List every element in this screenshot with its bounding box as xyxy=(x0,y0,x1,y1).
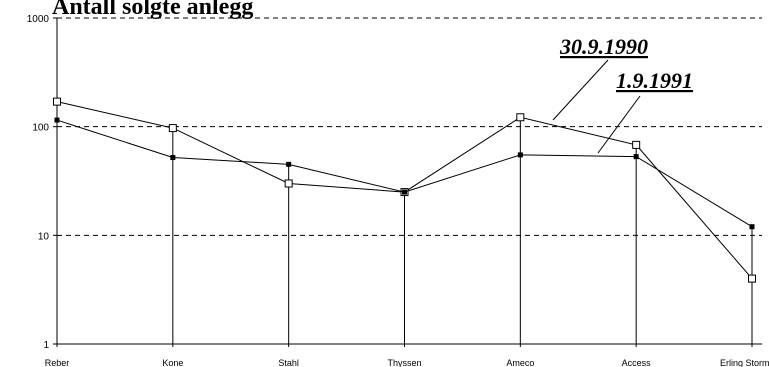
data-point-filled xyxy=(170,155,176,161)
x-axis-categories: Reber Kone Stahl Thyssen Ameco Access Erling S… xyxy=(45,344,769,367)
data-point-open xyxy=(748,274,756,283)
data-point-open xyxy=(168,124,177,133)
data-point-filled xyxy=(633,154,639,160)
data-point-filled xyxy=(54,117,60,123)
x-category-label: Reber xyxy=(45,358,70,367)
x-category-label: Access xyxy=(622,358,652,367)
series-label-1: 30.9.1990 xyxy=(559,34,648,59)
x-category-label: Ameco xyxy=(506,358,534,367)
callout-leader-line xyxy=(552,59,609,121)
category-drop-lines xyxy=(56,101,753,344)
data-point-open xyxy=(516,113,525,122)
data-point-filled xyxy=(517,152,523,158)
data-point-filled xyxy=(749,224,755,230)
axes xyxy=(56,18,762,345)
y-tick-label: 1 xyxy=(43,340,49,351)
series-lines xyxy=(53,97,756,283)
x-category-label: Kone xyxy=(162,358,183,367)
grid-lines xyxy=(57,17,762,236)
data-point-filled xyxy=(286,161,292,167)
y-axis-ticks: 1 10 100 1000 xyxy=(27,14,57,351)
data-point-open xyxy=(632,140,641,149)
x-category-label: Thyssen xyxy=(387,358,421,367)
chart-title: Antall solgte anlegg xyxy=(52,0,253,20)
x-category-label: Erling Storm xyxy=(720,358,769,367)
series-label-2: 1.9.1991 xyxy=(616,68,693,93)
data-point-open xyxy=(53,97,61,106)
y-tick-label: 1000 xyxy=(27,14,50,25)
callout-leader-line xyxy=(597,95,641,154)
y-tick-label: 100 xyxy=(32,123,49,134)
series-callouts: 30.9.1990 1.9.1991 xyxy=(552,34,693,154)
data-point-open xyxy=(284,179,293,188)
x-category-label: Stahl xyxy=(278,358,299,367)
data-point-filled xyxy=(402,189,407,195)
y-tick-label: 10 xyxy=(38,231,50,242)
